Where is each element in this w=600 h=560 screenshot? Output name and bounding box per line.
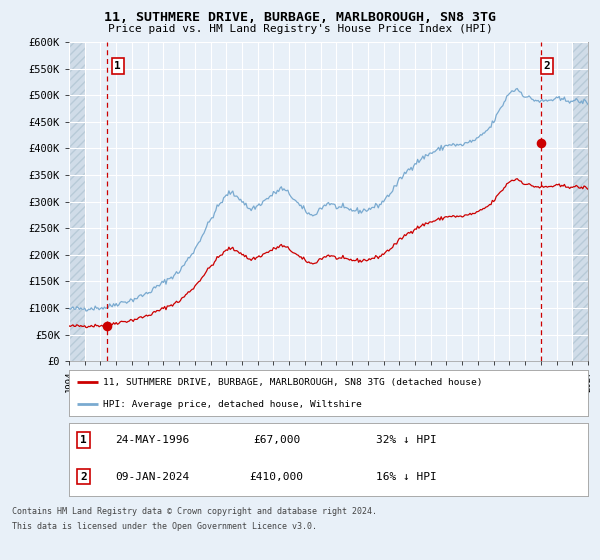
Point <box>536 139 546 148</box>
Text: 1: 1 <box>80 435 87 445</box>
Text: 11, SUTHMERE DRIVE, BURBAGE, MARLBOROUGH, SN8 3TG (detached house): 11, SUTHMERE DRIVE, BURBAGE, MARLBOROUGH… <box>103 378 482 387</box>
Text: 11, SUTHMERE DRIVE, BURBAGE, MARLBOROUGH, SN8 3TG: 11, SUTHMERE DRIVE, BURBAGE, MARLBOROUGH… <box>104 11 496 24</box>
Text: 16% ↓ HPI: 16% ↓ HPI <box>376 472 437 482</box>
Text: HPI: Average price, detached house, Wiltshire: HPI: Average price, detached house, Wilt… <box>103 399 361 409</box>
Text: Price paid vs. HM Land Registry's House Price Index (HPI): Price paid vs. HM Land Registry's House … <box>107 24 493 34</box>
Text: 09-JAN-2024: 09-JAN-2024 <box>115 472 189 482</box>
Bar <box>69 42 85 361</box>
Bar <box>572 42 588 361</box>
Text: 2: 2 <box>544 61 551 71</box>
Text: 1: 1 <box>115 61 121 71</box>
Text: 2: 2 <box>80 472 87 482</box>
Text: 32% ↓ HPI: 32% ↓ HPI <box>376 435 437 445</box>
Text: 24-MAY-1996: 24-MAY-1996 <box>115 435 189 445</box>
Text: Contains HM Land Registry data © Crown copyright and database right 2024.: Contains HM Land Registry data © Crown c… <box>12 507 377 516</box>
Text: £67,000: £67,000 <box>253 435 300 445</box>
Text: £410,000: £410,000 <box>250 472 304 482</box>
Point <box>102 321 112 330</box>
Text: This data is licensed under the Open Government Licence v3.0.: This data is licensed under the Open Gov… <box>12 522 317 531</box>
